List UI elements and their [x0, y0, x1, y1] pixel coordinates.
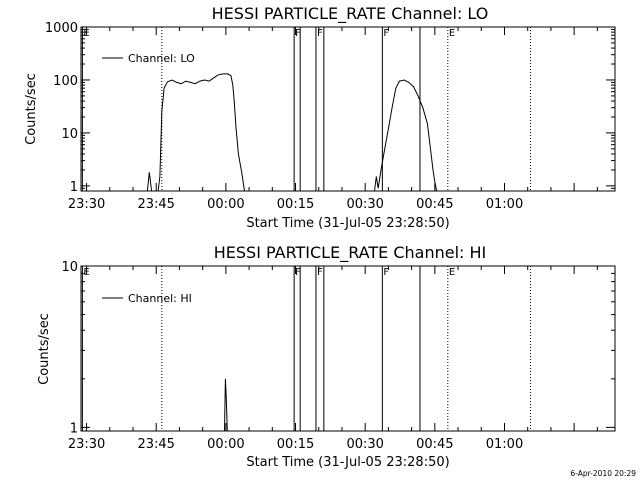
marker-label: E — [449, 28, 455, 39]
series-line — [146, 172, 153, 192]
marker-label: F — [295, 267, 301, 278]
series-line — [157, 73, 245, 192]
vertical-markers-hi: EFFFE — [81, 266, 531, 431]
series-lo — [146, 73, 438, 192]
marker-label: F — [317, 28, 323, 39]
x-tick-label: 23:45 — [137, 197, 174, 212]
x-tick-label: 00:30 — [346, 437, 383, 452]
plot-frame — [80, 265, 616, 432]
y-tick-label: 100 — [53, 74, 78, 89]
y-tick-label: 10 — [61, 127, 78, 142]
series-hi — [224, 378, 228, 432]
marker-label: F — [317, 267, 323, 278]
x-tick-label: 01:00 — [486, 437, 523, 452]
y-tick-label: 10 — [61, 260, 78, 275]
x-tick-label: 23:45 — [137, 437, 174, 452]
x-tick-label: 23:30 — [68, 197, 105, 212]
y-axis-label: Counts/sec — [24, 73, 39, 145]
x-ticks-hi: 23:30 23:45 00:00 00:15 00:30 00:45 01:00 — [68, 266, 598, 452]
chart-title: HESSI PARTICLE_RATE Channel: LO — [212, 4, 489, 24]
y-tick-label: 1 — [70, 421, 78, 436]
x-tick-label: 01:00 — [486, 197, 523, 212]
legend-label: Channel: HI — [128, 292, 192, 305]
y-tick-label: 1000 — [45, 21, 78, 36]
y-ticks-lo: 1 10 100 1000 — [45, 21, 615, 195]
x-axis-label: Start Time (31-Jul-05 23:28:50) — [246, 216, 449, 231]
x-tick-label: 00:45 — [416, 197, 453, 212]
y-axis-label: Counts/sec — [37, 313, 52, 385]
footer-date: 6-Apr-2010 20:29 — [570, 469, 636, 478]
y-ticks-hi: 1 10 — [61, 260, 615, 436]
marker-label: F — [383, 28, 389, 39]
panel-lo: HESSI PARTICLE_RATE Channel: LO EFFFE 11… — [24, 4, 616, 231]
series-line — [224, 378, 228, 432]
x-axis-label: Start Time (31-Jul-05 23:28:50) — [246, 455, 449, 470]
legend: Channel: HI — [102, 292, 192, 305]
legend-label: Channel: LO — [128, 52, 195, 65]
x-tick-label: 00:00 — [207, 197, 244, 212]
series-line — [374, 79, 438, 192]
marker-label: F — [383, 267, 389, 278]
marker-label: E — [449, 267, 455, 278]
panel-hi: HESSI PARTICLE_RATE Channel: HI EFFFE 11… — [37, 243, 616, 470]
x-tick-label: 00:15 — [277, 197, 314, 212]
plot-frame — [80, 26, 616, 192]
x-tick-label: 00:00 — [207, 437, 244, 452]
legend: Channel: LO — [102, 52, 195, 65]
x-tick-label: 23:30 — [68, 437, 105, 452]
x-ticks-lo: 23:30 23:45 00:00 00:15 00:30 00:45 01:00 — [68, 27, 598, 212]
chart-title: HESSI PARTICLE_RATE Channel: HI — [214, 243, 487, 263]
x-tick-label: 00:15 — [277, 437, 314, 452]
y-tick-label: 1 — [70, 180, 78, 195]
marker-label: F — [295, 28, 301, 39]
x-tick-label: 00:45 — [416, 437, 453, 452]
x-tick-label: 00:30 — [346, 197, 383, 212]
